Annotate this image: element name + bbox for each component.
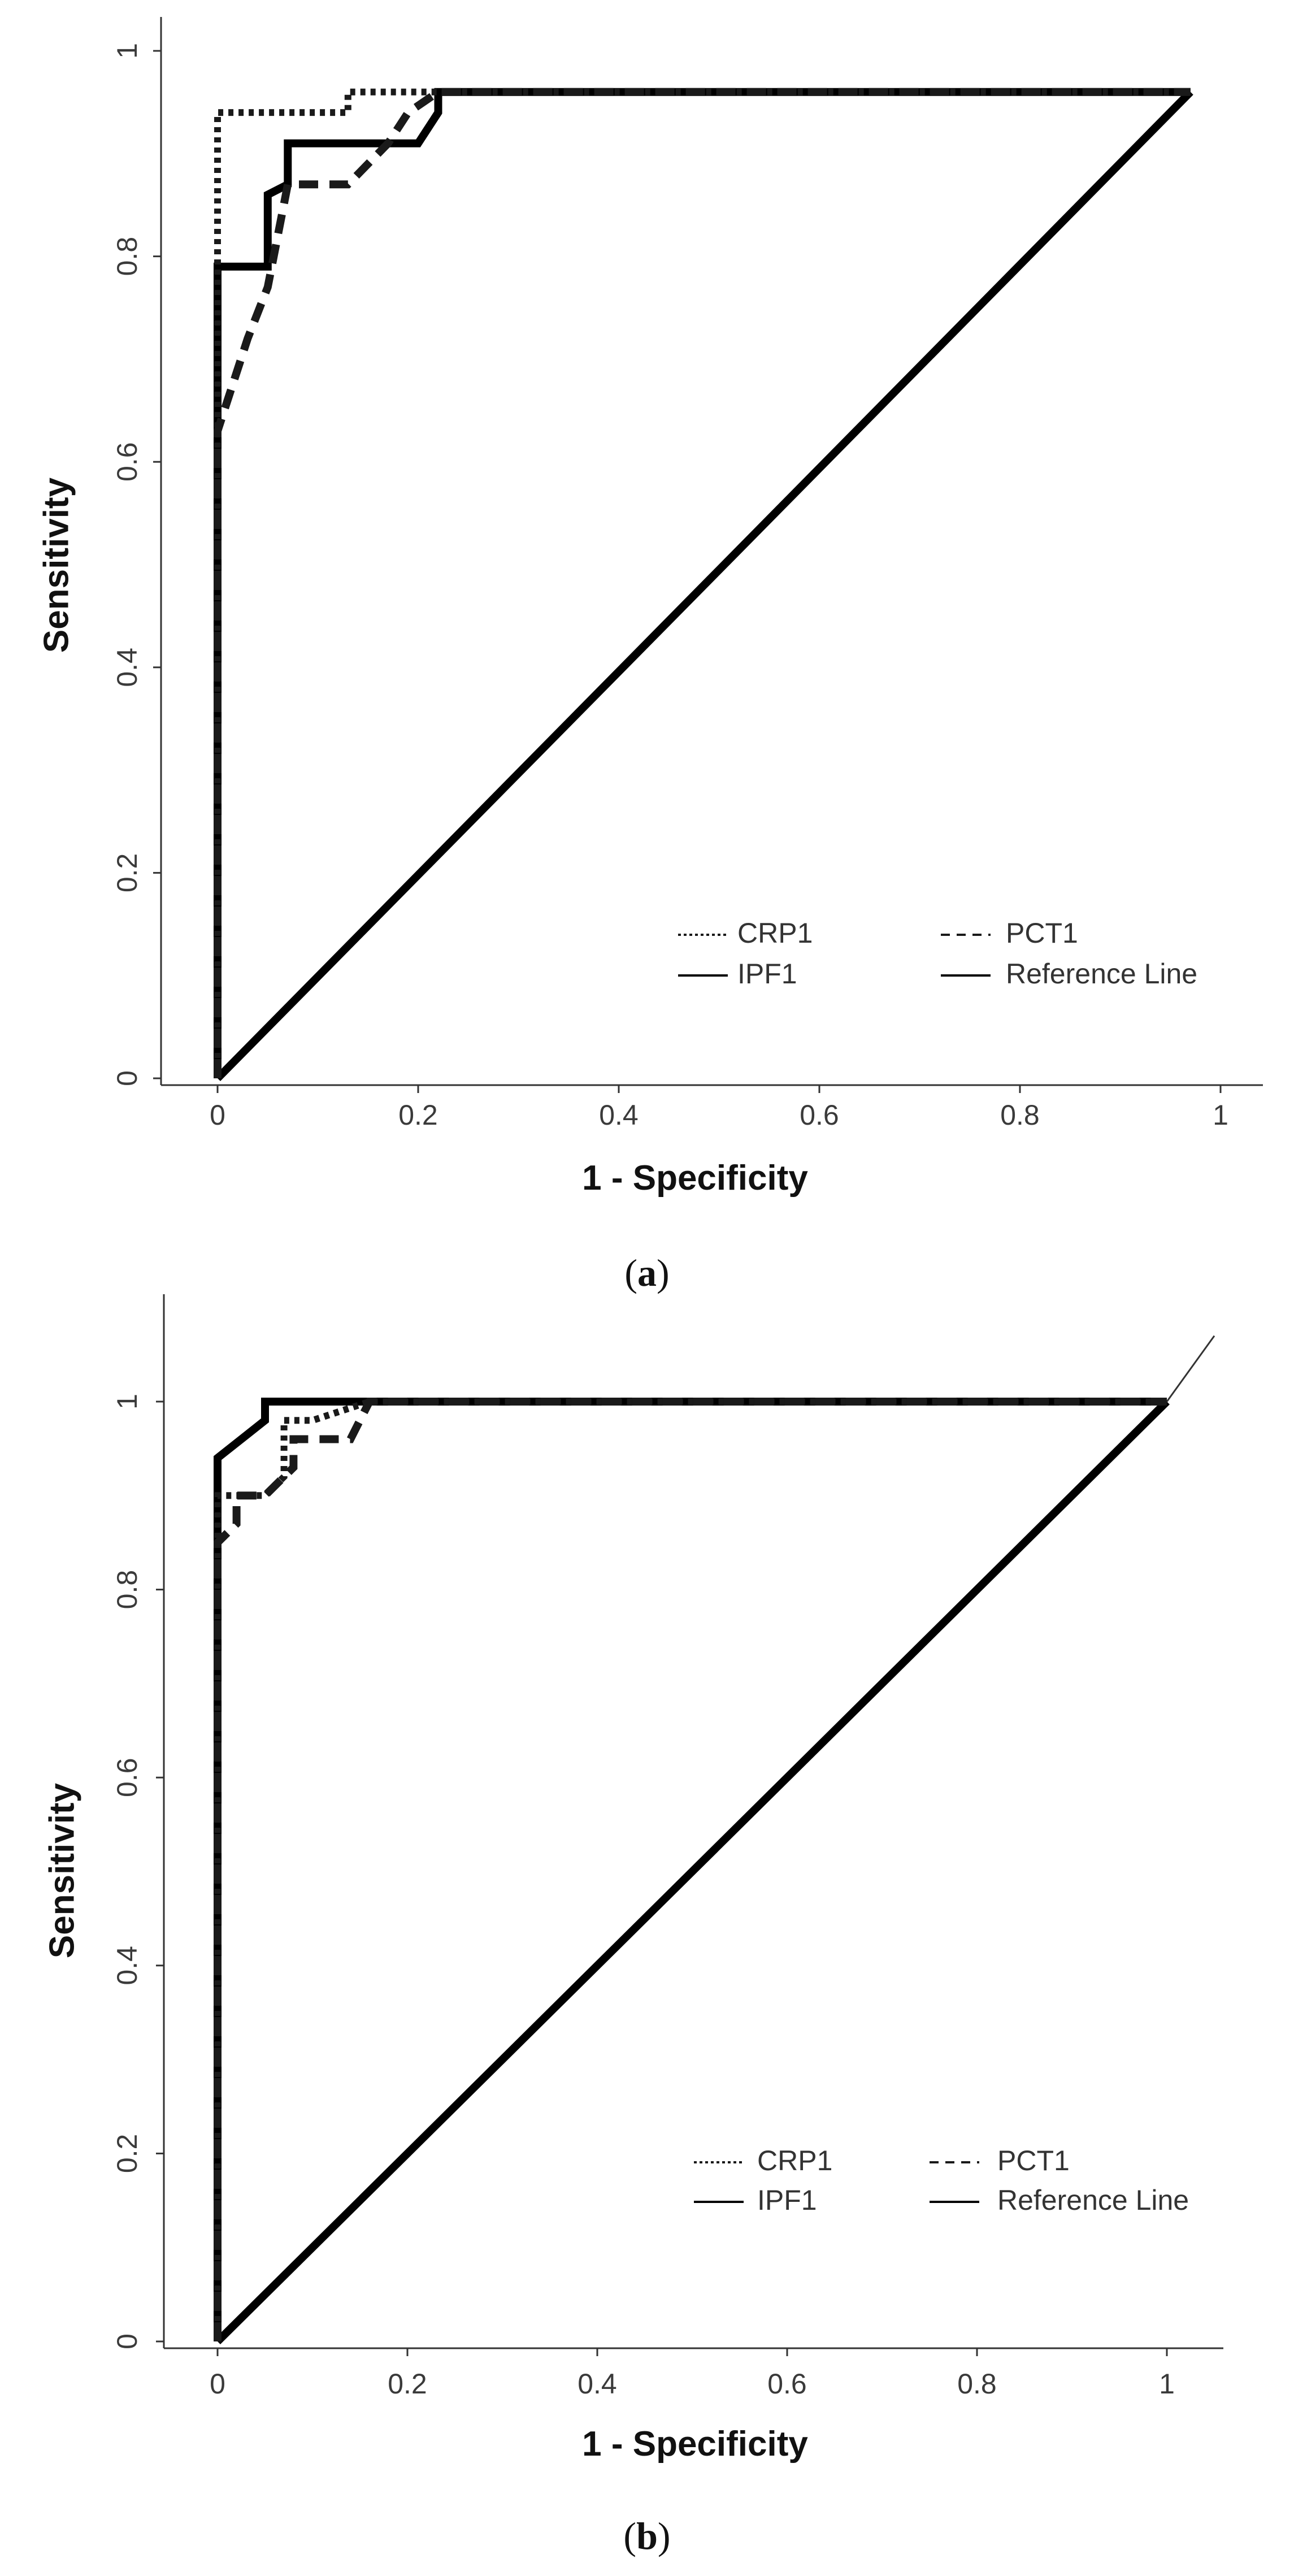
x-tick-label: 0 <box>210 1099 225 1131</box>
legend-label-pct1: PCT1 <box>997 2145 1070 2176</box>
legend: CRP1 PCT1 IPF1 Reference Line <box>678 917 1197 990</box>
y-tick-label: 0 <box>111 2334 143 2349</box>
x-tick-label: 0.2 <box>398 1099 438 1131</box>
x-tick-label: 0.6 <box>800 1099 839 1131</box>
caption-open-paren: ( <box>624 1251 637 1294</box>
x-tick-label: 1 <box>1159 2368 1175 2400</box>
series-pct1-line <box>214 1398 1167 2341</box>
y-tick-label: 1 <box>111 43 143 59</box>
x-axis-title: 1 - Specificity <box>582 2425 808 2464</box>
y-tick-label: 0.2 <box>111 853 143 893</box>
legend-label-pct1: PCT1 <box>1006 917 1078 949</box>
x-tick-label: 0.4 <box>577 2368 617 2400</box>
panel-caption: (a) <box>624 1251 669 1294</box>
x-axis-title: 1 - Specificity <box>582 1159 808 1198</box>
series-pct1-line <box>214 88 1191 1078</box>
y-tick-label: 0.4 <box>111 648 143 687</box>
series-reference-line-line <box>215 89 1193 1081</box>
legend: CRP1 PCT1 IPF1 Reference Line <box>694 2145 1189 2216</box>
panel-caption: (b) <box>623 2514 670 2557</box>
x-tick-label: 0.8 <box>957 2368 997 2400</box>
x-tick-label: 0.2 <box>388 2368 427 2400</box>
x-tick-label: 0.8 <box>1000 1099 1040 1131</box>
caption-letter: a <box>637 1251 657 1294</box>
x-tick-label: 0.4 <box>599 1099 639 1131</box>
x-tick-label: 0 <box>210 2368 225 2400</box>
roc-panel-b: 0 0.2 0.4 0.6 0.8 1 0 0.2 0.4 0.6 0.8 1 1 - Specific… <box>43 1294 1223 2557</box>
y-tick-label: 0.4 <box>111 1946 143 1985</box>
y-axis-title: Sensitivity <box>43 1783 82 1958</box>
y-tick-label: 0 <box>111 1070 143 1086</box>
legend-label-crp1: CRP1 <box>757 2145 832 2176</box>
axes: 0 0.2 0.4 0.6 0.8 1 0 0.2 0.4 0.6 0.8 1 <box>111 17 1263 1131</box>
legend-label-reference-line: Reference Line <box>1006 958 1197 990</box>
series-reference-line-extension-line <box>1166 1335 1215 1402</box>
y-tick-label: 0.2 <box>111 2134 143 2174</box>
x-tick-label: 0.6 <box>767 2368 807 2400</box>
caption-letter: b <box>636 2514 658 2557</box>
y-tick-label: 1 <box>111 1394 143 1410</box>
y-tick-label: 0.8 <box>111 1570 143 1610</box>
caption-open-paren: ( <box>623 2514 636 2557</box>
y-axis-title: Sensitivity <box>37 477 76 653</box>
y-tick-label: 0.6 <box>111 1758 143 1797</box>
series-reference-line-line <box>215 1399 1170 2344</box>
series-group <box>214 88 1193 1081</box>
legend-label-ipf1: IPF1 <box>737 958 797 990</box>
series-crp1-line <box>214 1398 1167 2341</box>
caption-close-paren: ) <box>657 1251 670 1294</box>
series-group <box>214 1335 1215 2344</box>
y-tick-label: 0.8 <box>111 237 143 276</box>
series-ipf1-line <box>214 88 1191 1078</box>
roc-panel-a: 0 0.2 0.4 0.6 0.8 1 0 0.2 0.4 0.6 0.8 1 1 - Specific… <box>37 17 1263 1294</box>
legend-label-crp1: CRP1 <box>737 917 813 949</box>
y-tick-label: 0.6 <box>111 442 143 482</box>
caption-close-paren: ) <box>658 2514 671 2557</box>
legend-label-ipf1: IPF1 <box>757 2184 817 2216</box>
series-crp1-line <box>214 88 1191 1078</box>
axes: 0 0.2 0.4 0.6 0.8 1 0 0.2 0.4 0.6 0.8 1 <box>111 1294 1223 2400</box>
legend-label-reference-line: Reference Line <box>997 2184 1189 2216</box>
x-tick-label: 1 <box>1213 1099 1228 1131</box>
